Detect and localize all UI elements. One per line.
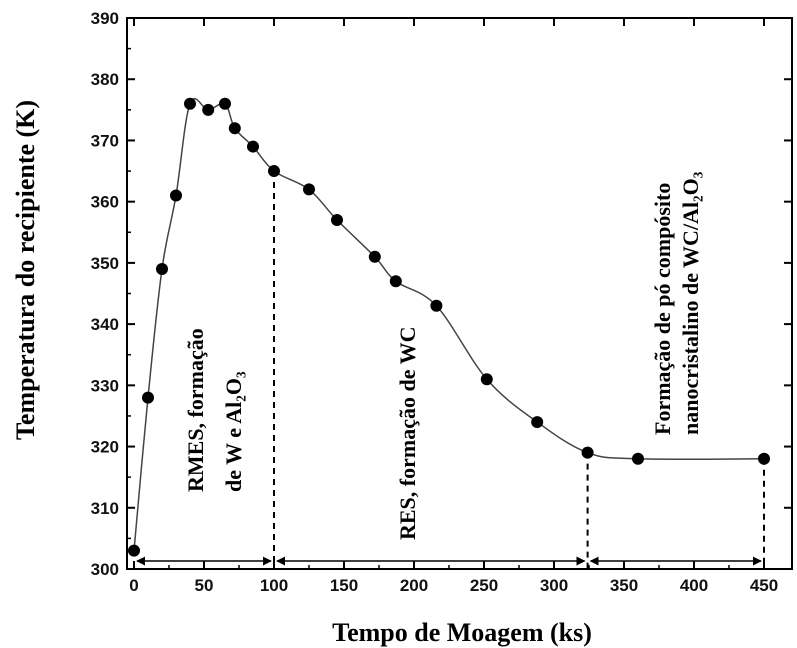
annotation-res: RES, formação de WC	[395, 327, 420, 540]
data-point	[480, 373, 493, 386]
x-axis-label: Tempo de Moagem (ks)	[332, 618, 592, 647]
data-point	[389, 275, 402, 288]
data-point	[184, 97, 196, 110]
data-point	[128, 544, 140, 557]
y-tick-label: 340	[91, 315, 119, 334]
x-tick-label: 350	[610, 576, 638, 595]
data-point	[142, 391, 154, 404]
data-point	[430, 299, 443, 312]
data-point	[368, 250, 381, 263]
data-point	[170, 189, 182, 202]
x-tick-label: 50	[195, 576, 214, 595]
y-tick-label: 350	[91, 254, 119, 273]
data-point	[228, 122, 241, 135]
annotation-rmes: RMES, formação de W e Al₂O₃	[183, 323, 246, 492]
data-point	[219, 97, 231, 110]
data-point	[303, 183, 315, 196]
data-point	[156, 263, 168, 276]
data-point	[247, 140, 259, 153]
annotation-formacao: Formação de pó compósito nanocristalino …	[650, 171, 703, 435]
y-tick-label: 380	[91, 70, 119, 89]
x-tick-label: 0	[129, 576, 138, 595]
x-tick-label: 150	[330, 576, 358, 595]
y-tick-label: 300	[91, 560, 119, 579]
data-point	[632, 452, 644, 465]
x-tick-label: 400	[680, 576, 708, 595]
x-tick-label: 250	[470, 576, 498, 595]
y-tick-label: 320	[91, 438, 119, 457]
y-tick-label: 330	[91, 376, 119, 395]
y-tick-label: 370	[91, 131, 119, 150]
y-tick-label: 360	[91, 193, 119, 212]
y-axis-label: Temperatura do recipiente (K)	[11, 100, 40, 440]
data-point	[202, 103, 215, 116]
x-tick-label: 450	[750, 576, 778, 595]
x-tick-label: 300	[540, 576, 568, 595]
y-tick-label: 390	[91, 9, 119, 28]
stage-arrows	[136, 171, 765, 569]
data-point	[331, 214, 343, 227]
data-marks	[128, 97, 770, 557]
data-point	[531, 416, 544, 429]
x-tick-label: 200	[400, 576, 428, 595]
x-tick-label: 100	[260, 576, 288, 595]
y-tick-label: 310	[91, 499, 119, 518]
